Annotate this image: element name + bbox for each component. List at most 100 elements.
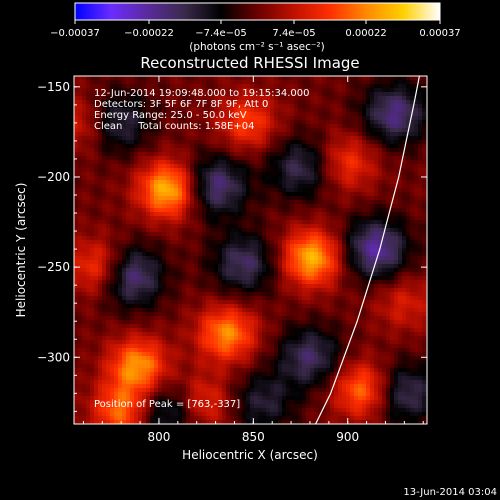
heatmap-cell xyxy=(390,116,395,121)
heatmap-cell xyxy=(210,264,215,269)
heatmap-cell xyxy=(378,104,383,109)
heatmap-cell xyxy=(290,180,295,185)
heatmap-cell xyxy=(338,264,343,269)
heatmap-cell xyxy=(198,100,203,105)
colorbar-tick-label: 7.4e−05 xyxy=(272,28,315,39)
heatmap-cell xyxy=(94,264,99,269)
heatmap-cell xyxy=(386,140,391,145)
heatmap-cell xyxy=(330,132,335,137)
heatmap-cell xyxy=(82,212,87,217)
heatmap-cell xyxy=(158,276,163,281)
heatmap-cell xyxy=(394,192,399,197)
heatmap-cell xyxy=(390,92,395,97)
heatmap-cell xyxy=(242,156,247,161)
heatmap-cell xyxy=(146,232,151,237)
heatmap-cell xyxy=(298,212,303,217)
heatmap-cell xyxy=(374,76,379,81)
heatmap-cell xyxy=(190,100,195,105)
heatmap-cell xyxy=(350,284,355,289)
heatmap-cell xyxy=(146,192,151,197)
heatmap-cell xyxy=(242,288,247,293)
heatmap-cell xyxy=(410,192,415,197)
heatmap-cell xyxy=(246,232,251,237)
heatmap-cell xyxy=(306,180,311,185)
heatmap-cell xyxy=(366,180,371,185)
heatmap-cell xyxy=(406,260,411,265)
heatmap-cell xyxy=(310,248,315,253)
heatmap-cell xyxy=(106,168,111,173)
heatmap-cell xyxy=(342,244,347,249)
heatmap-cell xyxy=(306,132,311,137)
heatmap-cell xyxy=(270,220,275,225)
heatmap-cell xyxy=(258,192,263,197)
heatmap-cell xyxy=(174,180,179,185)
heatmap-cell xyxy=(186,124,191,129)
heatmap-cell xyxy=(334,192,339,197)
heatmap-cell xyxy=(338,148,343,153)
heatmap-cell xyxy=(370,144,375,149)
heatmap-cell xyxy=(82,108,87,113)
heatmap-cell xyxy=(82,104,87,109)
heatmap-cell xyxy=(186,252,191,257)
heatmap-cell xyxy=(170,144,175,149)
heatmap-cell xyxy=(258,268,263,273)
heatmap-cell xyxy=(178,148,183,153)
heatmap-cell xyxy=(182,204,187,209)
heatmap-cell xyxy=(150,196,155,201)
heatmap-cell xyxy=(78,252,83,257)
heatmap-cell xyxy=(310,88,315,93)
heatmap-cell xyxy=(302,280,307,285)
heatmap-cell xyxy=(310,108,315,113)
heatmap-cell xyxy=(358,180,363,185)
heatmap-cell xyxy=(338,104,343,109)
heatmap-cell xyxy=(206,160,211,165)
heatmap-cell xyxy=(218,136,223,141)
heatmap-cell xyxy=(214,96,219,101)
heatmap-cell xyxy=(406,264,411,269)
heatmap-cell xyxy=(110,260,115,265)
heatmap-cell xyxy=(370,236,375,241)
heatmap-cell xyxy=(194,116,199,121)
heatmap-cell xyxy=(282,208,287,213)
heatmap-cell xyxy=(342,192,347,197)
heatmap-cell xyxy=(318,228,323,233)
heatmap-cell xyxy=(310,236,315,241)
heatmap-cell xyxy=(422,276,427,281)
heatmap-cell xyxy=(190,180,195,185)
heatmap-cell xyxy=(122,268,127,273)
heatmap-cell xyxy=(250,184,255,189)
heatmap-cell xyxy=(298,252,303,257)
heatmap-cell xyxy=(274,140,279,145)
heatmap-cell xyxy=(322,140,327,145)
heatmap-cell xyxy=(182,112,187,117)
heatmap-cell xyxy=(182,108,187,113)
heatmap-cell xyxy=(326,232,331,237)
heatmap-cell xyxy=(138,296,143,301)
heatmap-cell xyxy=(402,208,407,213)
heatmap-cell xyxy=(234,232,239,237)
heatmap-cell xyxy=(82,264,87,269)
heatmap-cell xyxy=(102,148,107,153)
heatmap-cell xyxy=(310,128,315,133)
heatmap-cell xyxy=(390,224,395,229)
heatmap-cell xyxy=(190,112,195,117)
heatmap-cell xyxy=(362,116,367,121)
heatmap-cell xyxy=(174,132,179,137)
heatmap-cell xyxy=(398,96,403,101)
heatmap-cell xyxy=(118,264,123,269)
heatmap-cell xyxy=(394,196,399,201)
heatmap-cell xyxy=(410,88,415,93)
heatmap-cell xyxy=(254,136,259,141)
heatmap-cell xyxy=(126,192,131,197)
heatmap-cell xyxy=(82,236,87,241)
heatmap-cell xyxy=(90,288,95,293)
heatmap-cell xyxy=(290,200,295,205)
heatmap-cell xyxy=(150,140,155,145)
heatmap-cell xyxy=(194,120,199,125)
heatmap-cell xyxy=(134,156,139,161)
heatmap-cell xyxy=(334,80,339,85)
heatmap-cell xyxy=(158,152,163,157)
heatmap-cell xyxy=(326,140,331,145)
heatmap-cell xyxy=(422,268,427,273)
heatmap-cell xyxy=(382,96,387,101)
